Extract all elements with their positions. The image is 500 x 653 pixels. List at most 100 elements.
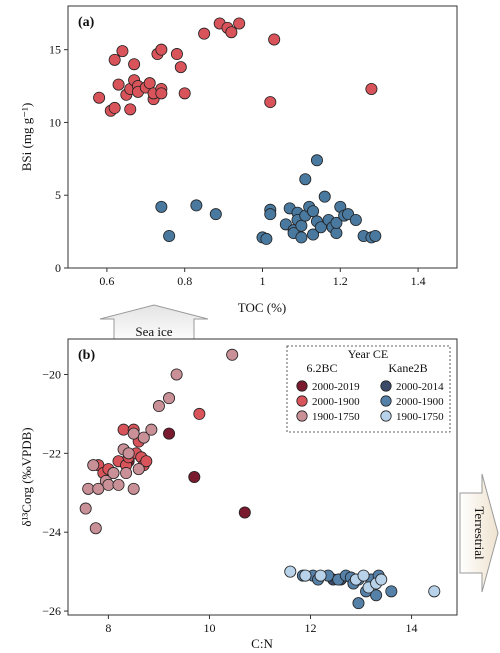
panel-a-data-point (174, 61, 187, 74)
panel-b-x-tick-label: 8 (105, 621, 111, 635)
panel-b-y-tick-label: −20 (42, 367, 61, 381)
panel-a-data-point (260, 232, 273, 245)
panel-a-data-point (155, 200, 168, 213)
terrestrial-label: Terrestrial (472, 506, 487, 560)
panel-a-data-point (369, 229, 382, 242)
panel-b-data-point (170, 368, 183, 381)
panel-a-data-point (225, 26, 238, 39)
panel-a-data-point (318, 190, 331, 203)
panel-a-data-point (190, 199, 203, 212)
panel-a-data-point (310, 154, 323, 167)
legend-marker (380, 380, 392, 392)
panel-b-x-ticks: 8 10 12 14 (105, 615, 418, 635)
panel-a-y-ticks: 0 5 10 15 (49, 43, 68, 275)
legend-box (286, 345, 451, 433)
panel-a-data-point (155, 43, 168, 56)
panel-b-data-point (102, 478, 115, 491)
panel-b-data-point (79, 502, 92, 515)
panel-b-data-point (163, 392, 176, 405)
panel-b-data-point (127, 427, 140, 440)
panel-a-x-axis-label: TOC (%) (238, 300, 287, 315)
panel-a-data-point (170, 48, 183, 61)
panel-b-data-point (357, 569, 370, 582)
sea-ice-label: Sea ice (135, 324, 172, 339)
legend-entry-label: 2000-2019 (312, 381, 360, 393)
panel-b-y-tick-label: −22 (42, 446, 61, 460)
panel-a-data-point (108, 53, 121, 66)
panel-b-data-point (188, 470, 201, 483)
panel-b-points (79, 348, 441, 610)
panel-a-frame (67, 5, 458, 269)
panel-a-y-tick-label: 0 (55, 261, 61, 275)
panel-a-y-tick-label: 5 (55, 188, 61, 202)
panel-a-y-tick-label: 15 (49, 43, 61, 57)
panel-a-data-point (295, 231, 308, 244)
panel-a-data-point (295, 219, 308, 232)
panel-a-y-axis-label: BSi (mg g⁻¹) (19, 103, 34, 172)
panel-b-data-point (299, 569, 312, 582)
legend-entry-label: 2000-1900 (396, 396, 444, 408)
panel-b-data-point (87, 459, 100, 472)
panel-a-x-tick-label: 1.2 (333, 274, 348, 288)
panel-b-data-point (120, 467, 133, 480)
legend-entries: 2000-2019 2000-1900 1900-1750 2000-2014 2000… (296, 380, 444, 423)
panel-a-data-point (209, 208, 222, 221)
legend-marker (296, 380, 308, 392)
legend-marker (296, 410, 308, 422)
legend-entry-label: 2000-1900 (312, 396, 360, 408)
panel-b-data-point (107, 467, 120, 480)
panel-a-x-ticks: 0.6 0.8 1 1.2 1.4 (99, 268, 426, 288)
panel-b-y-axis-label: δ¹³Corg (‰VPDB) (19, 427, 34, 526)
panel-a-data-point (299, 173, 312, 186)
panel-b-data-point (140, 455, 153, 468)
panel-a-data-point (124, 103, 137, 116)
legend-entry-label: 2000-2014 (396, 381, 444, 393)
legend-title: Year CE (348, 347, 388, 361)
panel-a-data-point (233, 17, 246, 30)
panel-b-y-tick-label: −24 (42, 525, 61, 539)
panel-b-data-point (370, 589, 383, 602)
sea-ice-arrow: Sea ice (99, 304, 209, 345)
panel-b-data-point (284, 565, 297, 578)
panel-b: (b) 8 10 12 14 −20 −22 −24 −26 C:N δ¹³Corg (‰V… (19, 338, 458, 651)
panel-a-x-tick-label: 1 (260, 274, 266, 288)
panel-a-data-point (128, 58, 141, 71)
panel-b-x-tick-label: 14 (406, 621, 418, 635)
panel-b-data-point (82, 482, 95, 495)
legend-marker (380, 395, 392, 407)
panel-a-data-point (143, 77, 156, 90)
panel-b-data-point (152, 400, 165, 413)
panel-b-x-axis-label: C:N (251, 636, 273, 651)
panel-a-x-tick-label: 1.4 (411, 274, 426, 288)
legend-group-6-2bc: 6.2BC (306, 361, 337, 375)
panel-a-data-point (264, 208, 277, 221)
panel-b-data-point (145, 423, 158, 436)
panel-b-data-point (238, 506, 251, 519)
panel-a-data-point (307, 205, 320, 218)
panel-b-data-point (163, 427, 176, 440)
panel-b-data-point (193, 407, 206, 420)
panel-b-x-tick-label: 12 (304, 621, 316, 635)
panel-b-label: (b) (78, 348, 95, 363)
panel-b-data-point (132, 463, 145, 476)
panel-b-data-point (137, 431, 150, 444)
panel-a-data-point (330, 227, 343, 240)
panel-a-data-point (330, 216, 343, 229)
panel-a-x-tick-label: 0.8 (177, 274, 192, 288)
panel-a-data-point (365, 82, 378, 95)
panel-a-data-point (112, 78, 125, 91)
panel-b-data-point (117, 423, 130, 436)
panel-a-data-point (264, 96, 277, 109)
panel-b-data-point (112, 478, 125, 491)
panel-a-label: (a) (78, 15, 95, 30)
legend-entry-label: 1900-1750 (396, 411, 444, 423)
panel-b-y-tick-label: −26 (42, 604, 61, 618)
panel-a-data-point (155, 87, 168, 100)
panel-a-data-point (163, 229, 176, 242)
panel-b-data-point (352, 597, 365, 610)
panel-a-data-point (198, 27, 211, 40)
panel-a-y-tick-label: 10 (49, 115, 61, 129)
panel-b-data-point (127, 482, 140, 495)
panel-a-data-point (178, 87, 191, 100)
